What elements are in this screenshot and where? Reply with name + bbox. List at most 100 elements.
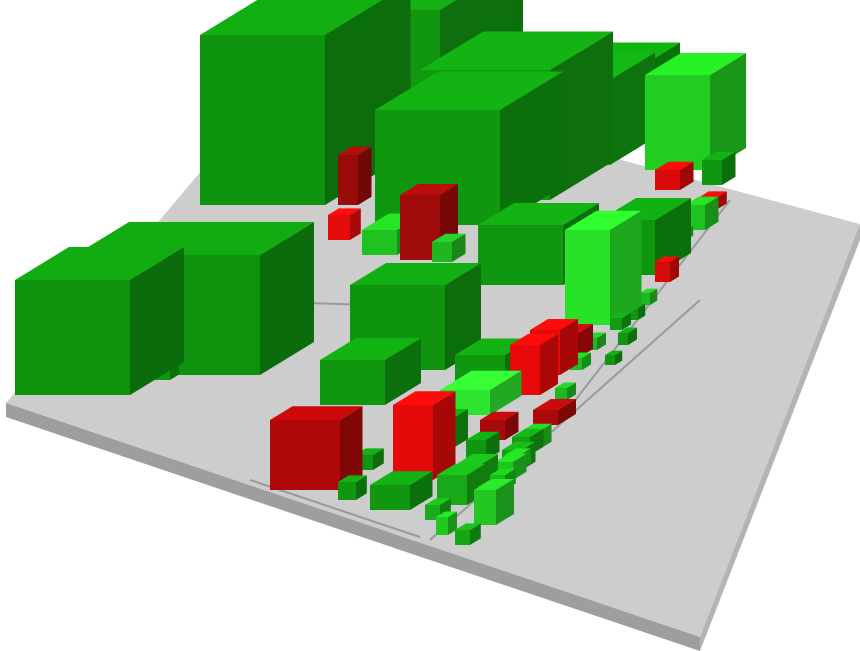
block-r12-side [680,161,694,190]
block-s23 [555,382,576,400]
block-s12-front [455,530,470,545]
block-r1-side [358,146,372,205]
block-s23-front [555,388,567,400]
block-s30-front [640,293,650,305]
block-a6-side [610,52,655,165]
block-s3-side [410,471,433,510]
block-r2-front [400,195,440,260]
block-s5-top [455,338,532,355]
block-s26-front [610,318,622,330]
block-a1-front [200,35,325,205]
block-r14-front [655,262,670,282]
block-s26-top [610,312,631,318]
block-r7-side [540,334,558,395]
block-s15-top [490,468,516,475]
block-b5-top [478,203,599,225]
block-r7-top [510,334,558,345]
block-s19-front [362,230,397,255]
block-s11-top [512,428,544,437]
block-s4 [338,475,367,500]
block-b1 [15,247,184,395]
block-l1-front [565,230,610,325]
block-r12 [655,161,694,190]
block-r13-top [698,191,727,198]
block-s4-front [338,482,356,500]
block-s3-front [370,485,410,510]
block-b4 [320,338,421,405]
block-r14 [655,256,679,282]
block-l2-side [490,370,522,415]
block-l3-front [645,75,710,170]
block-s3-top [370,471,433,485]
block-r4-side [340,406,363,490]
block-b3-side [445,263,481,370]
block-l1-side [610,210,642,325]
block-s13-top [425,498,451,505]
block-s16-side [513,453,527,480]
block-s23-side [567,382,576,400]
block-s23-top [555,382,576,388]
block-r14-top [655,256,679,262]
block-s12 [455,523,481,545]
block-s22-side [597,332,606,350]
block-s9-side [486,431,500,460]
block-b4-side [385,338,421,405]
block-r11-front [533,410,558,425]
block-a4-side [500,71,563,225]
block-s28 [605,350,623,365]
block-l5 [474,479,514,525]
block-l4-front [436,517,448,535]
block-b2-top [75,222,314,255]
block-s30-side [650,288,658,305]
block-s20 [432,233,466,262]
block-l4-side [448,511,457,535]
block-s10-top [502,441,536,450]
block-a5-side [550,31,613,200]
block-r13-side [716,191,727,210]
platform-front-edge [6,403,700,651]
block-s30-top [640,288,658,293]
block-r10-side [575,324,593,360]
block-s20-side [452,233,466,262]
platform-right-edge [700,224,860,651]
block-r14-side [670,256,679,282]
block-b6-side [655,198,691,275]
block-s21-side [582,352,591,370]
block-b1-side [130,247,184,395]
block-r6-side [433,391,456,480]
block-s28-top [605,350,623,355]
block-b1-front [15,280,130,395]
block-r9-top [480,411,519,420]
block-b5-front [478,225,563,285]
block-l5-side [496,479,514,525]
block-l3-side [710,53,746,170]
block-r9-side [505,411,519,440]
block-s26 [610,312,631,330]
block-s20-top [432,233,466,242]
block-s26-side [622,312,631,330]
block-r3-top [328,208,361,215]
block-r2-top [400,184,458,195]
block-s4-top [338,475,367,482]
block-r12-top [655,161,694,170]
block-r8-top [530,319,578,330]
block-a5-top [420,31,613,70]
block-l4 [436,511,457,535]
block-r3-side [350,208,361,240]
block-s25-front [702,160,722,185]
block-s27-side [628,327,637,345]
block-s9-top [466,431,500,440]
block-r1 [338,146,372,205]
block-r4-top [270,406,363,420]
block-s29-side [638,303,646,320]
block-s25-top [702,151,736,160]
block-s12-top [455,523,481,530]
block-b1-top [15,247,184,280]
block-b4-top [320,338,421,360]
block-l5-front [474,490,496,525]
building-blocks [15,0,746,545]
block-s30 [640,288,658,305]
block-r6-front [393,405,433,480]
block-r12-front [655,170,680,190]
